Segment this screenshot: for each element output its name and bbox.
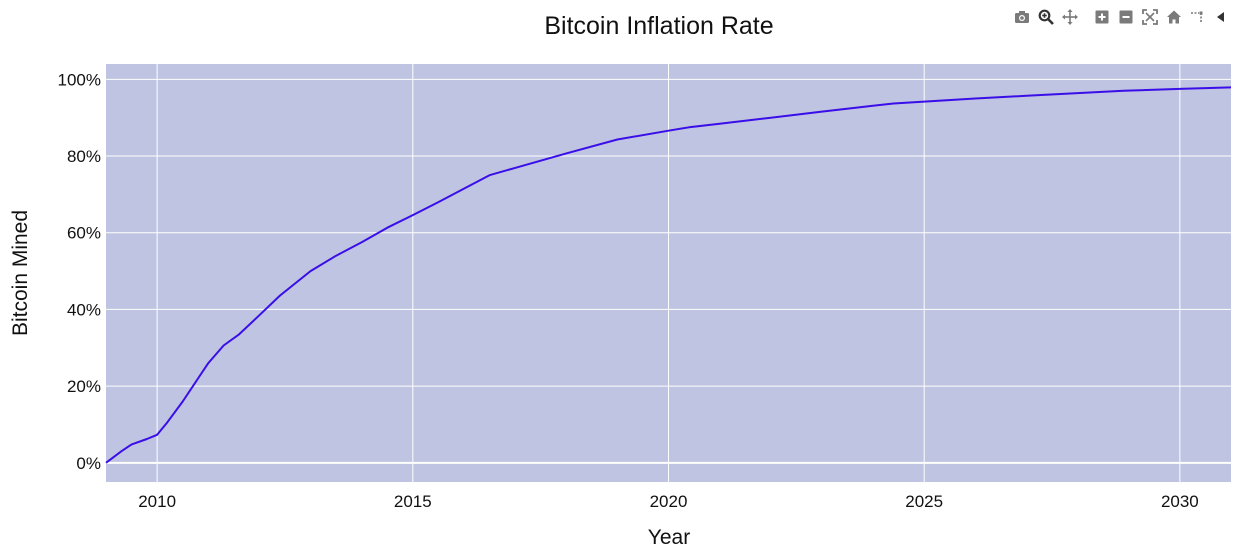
- y-tick-label: 40%: [67, 300, 101, 319]
- y-tick-label: 80%: [67, 147, 101, 166]
- zoom-out-icon[interactable]: [1118, 9, 1134, 25]
- modebar: [1014, 6, 1224, 28]
- x-tick-label: 2020: [650, 492, 688, 511]
- spike-lines-icon[interactable]: [1190, 9, 1206, 25]
- zoom-icon[interactable]: [1038, 9, 1054, 25]
- autoscale-icon[interactable]: [1142, 9, 1158, 25]
- x-axis: 2010 2015 2020 2025 2030: [138, 492, 1199, 511]
- y-tick-label: 20%: [67, 377, 101, 396]
- camera-icon[interactable]: [1014, 9, 1030, 25]
- x-tick-label: 2010: [138, 492, 176, 511]
- x-axis-title: Year: [648, 526, 690, 549]
- hover-closest-icon[interactable]: [1214, 9, 1224, 25]
- series-line[interactable]: [105, 86, 1232, 464]
- x-tick-label: 2015: [394, 492, 432, 511]
- x-tick-label: 2030: [1161, 492, 1199, 511]
- y-axis: 0% 20% 40% 60% 80% 100%: [58, 70, 101, 472]
- y-tick-label: 60%: [67, 224, 101, 243]
- y-tick-label: 0%: [76, 454, 101, 473]
- x-tick-label: 2025: [905, 492, 943, 511]
- home-icon[interactable]: [1166, 9, 1182, 25]
- y-axis-title: Bitcoin Mined: [9, 210, 32, 336]
- y-tick-label: 100%: [58, 70, 101, 89]
- zoom-in-icon[interactable]: [1094, 9, 1110, 25]
- series-layer: [105, 86, 1232, 464]
- pan-icon[interactable]: [1062, 9, 1078, 25]
- x-gridlines: [156, 64, 1181, 482]
- chart-title: Bitcoin Inflation Rate: [544, 12, 773, 40]
- y-gridlines: [106, 78, 1231, 464]
